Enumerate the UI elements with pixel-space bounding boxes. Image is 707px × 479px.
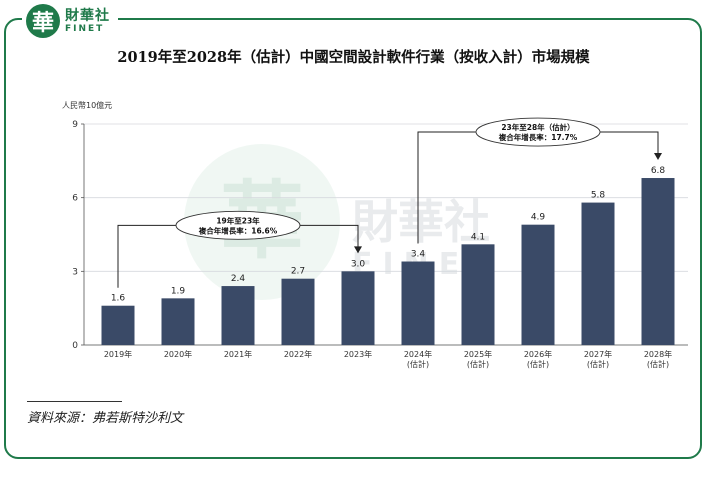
bar-9 [641, 178, 675, 345]
cagr-rate-label-1: 複合年增長率：17.7% [498, 132, 578, 142]
x-tick-label-0: 2019年 [104, 349, 132, 359]
x-tick-label-4: 2023年 [344, 349, 372, 359]
x-tick-label-2: 2021年 [224, 349, 252, 359]
value-label-4: 3.0 [351, 259, 366, 269]
cagr-oval-1 [475, 117, 601, 147]
x-tick-sublabel-7: (估計) [527, 359, 549, 369]
value-label-2: 2.4 [231, 274, 246, 284]
bar-1 [161, 298, 195, 345]
x-tick-label-7: 2026年 [524, 349, 552, 359]
brand-name-cn: 財華社 [65, 7, 110, 24]
bar-8 [581, 202, 615, 345]
y-tick-label: 6 [72, 194, 78, 204]
bar-3 [281, 278, 315, 345]
x-tick-sublabel-8: (估計) [587, 359, 609, 369]
value-label-9: 6.8 [651, 166, 666, 176]
cagr-arrow-icon-0 [354, 246, 362, 254]
bar-0 [101, 305, 135, 345]
value-label-3: 2.7 [291, 267, 305, 277]
watermark-name-cn: 財華社 [352, 195, 490, 249]
y-tick-label: 0 [72, 341, 78, 351]
y-tick-label: 3 [72, 267, 78, 277]
x-tick-sublabel-6: (估計) [467, 359, 489, 369]
value-label-0: 1.6 [111, 294, 126, 304]
x-tick-label-6: 2025年 [464, 349, 492, 359]
x-tick-label-5: 2024年 [404, 349, 432, 359]
value-label-8: 5.8 [591, 191, 606, 201]
cagr-period-label-1: 23年至28年（估計） [501, 122, 574, 132]
x-tick-label-8: 2027年 [584, 349, 612, 359]
source-note: 資料來源：弗若斯特沙利文 [27, 411, 184, 426]
brand-wordmark: 財華社 FINET [65, 9, 110, 34]
brand-seal-icon: 華 [26, 4, 60, 38]
x-tick-sublabel-9: (估計) [647, 359, 669, 369]
y-axis-label: 人民幣10億元 [62, 100, 112, 110]
cagr-oval-0 [175, 210, 301, 240]
value-label-1: 1.9 [171, 286, 186, 296]
bar-4 [341, 271, 375, 345]
x-tick-sublabel-5: (估計) [407, 359, 429, 369]
x-tick-label-9: 2028年 [644, 349, 672, 359]
x-tick-label-3: 2022年 [284, 349, 312, 359]
value-label-6: 4.1 [471, 232, 485, 242]
value-label-7: 4.9 [531, 213, 546, 223]
source-divider [27, 401, 122, 402]
cagr-rate-label-0: 複合年增長率：16.6% [198, 225, 278, 235]
cagr-arrow-icon-1 [654, 153, 662, 161]
bar-7 [521, 224, 555, 345]
y-tick-label: 9 [72, 120, 78, 130]
outer-frame [4, 18, 702, 459]
bar-2 [221, 286, 255, 345]
x-tick-label-1: 2020年 [164, 349, 192, 359]
brand-name-en: FINET [65, 23, 105, 34]
brand-logo: 華 財華社 FINET [22, 3, 118, 39]
value-label-5: 3.4 [411, 250, 426, 260]
bar-6 [461, 244, 495, 345]
cagr-period-label-0: 19年至23年 [216, 215, 260, 225]
bar-5 [401, 261, 435, 345]
chart-title: 2019年至2028年（估計）中國空間設計軟件行業（按收入計）市場規模 [117, 49, 590, 66]
